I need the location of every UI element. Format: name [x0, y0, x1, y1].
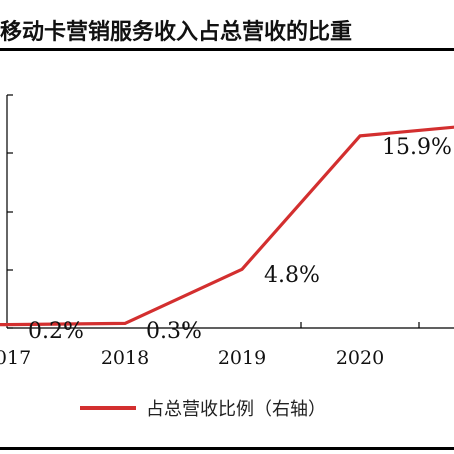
- data-label-2017: 0.2%: [28, 319, 84, 344]
- legend: 占总营收比例（右轴）: [80, 394, 326, 422]
- series-line-share: [0, 125, 454, 327]
- x-label-2018: 2018: [101, 347, 149, 369]
- x-axis-labels: 201720182019202020: [0, 347, 384, 369]
- data-label-2020: 15.9%: [382, 135, 452, 160]
- title-underline: [0, 48, 454, 51]
- bottom-rule: [0, 447, 454, 450]
- x-label-2019: 2019: [218, 347, 266, 369]
- legend-label: 占总营收比例（右轴）: [146, 399, 326, 420]
- x-label-2020: 2020: [336, 347, 384, 369]
- series-group: [0, 125, 454, 327]
- data-labels: 0.2% 0.3% 4.8% 15.9%: [28, 135, 452, 344]
- legend-swatch-line: [80, 406, 136, 410]
- data-label-2018: 0.3%: [146, 319, 202, 344]
- y-axis-ticks: [7, 94, 13, 329]
- data-label-2019: 4.8%: [264, 263, 320, 288]
- x-label-2017: 2017: [0, 347, 31, 369]
- chart-title: 移动卡营销服务收入占总营收的比重: [0, 20, 353, 45]
